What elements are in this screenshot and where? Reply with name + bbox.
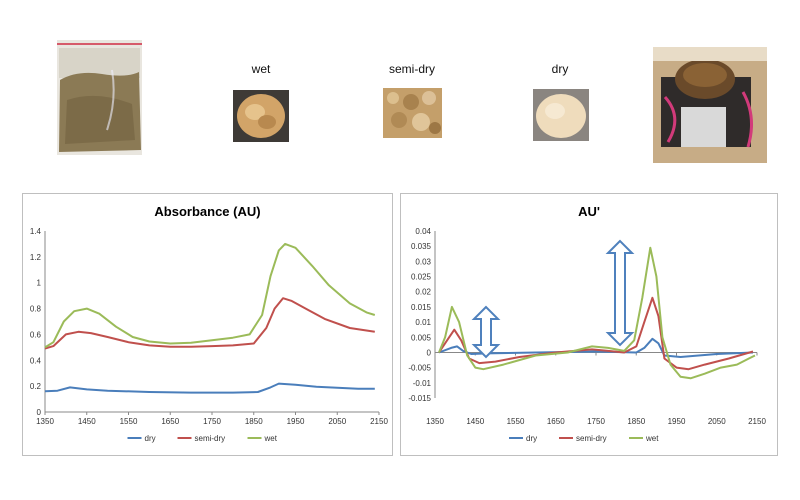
- chart-title: AU': [578, 204, 600, 219]
- y-tick-label: 0.6: [30, 330, 42, 339]
- y-tick-label: -0.015: [408, 394, 431, 403]
- x-tick-label: 1450: [466, 417, 484, 426]
- y-tick-label: 1.4: [30, 227, 42, 236]
- x-tick-label: 2150: [748, 417, 766, 426]
- y-tick-label: 0.04: [415, 227, 431, 236]
- x-tick-label: 1550: [507, 417, 525, 426]
- photo-wet-sample: [233, 90, 289, 142]
- y-tick-label: 0.8: [30, 305, 42, 314]
- y-tick-label: 0: [427, 348, 432, 357]
- x-tick-label: 2150: [370, 417, 388, 426]
- y-tick-label: 0.01: [415, 318, 431, 327]
- photo-label-dry: dry: [551, 62, 569, 76]
- y-tick-label: 0: [37, 408, 42, 417]
- y-tick-label: 1.2: [30, 253, 42, 262]
- legend-label-wet: wet: [645, 434, 659, 443]
- x-tick-label: 1750: [203, 417, 221, 426]
- series-line-wet: [44, 242, 376, 349]
- y-tick-label: 0.2: [30, 382, 42, 391]
- y-tick-label: 0.025: [411, 273, 432, 282]
- chart-panel-derivative: AU' 0.04 0.035 0.03 0.025 0.02 0.015 0.01 0.005 0…: [400, 193, 778, 456]
- x-tick-label: 1950: [668, 417, 686, 426]
- y-tick-label: -0.005: [408, 364, 431, 373]
- y-tick-label: 0.035: [411, 242, 432, 251]
- y-tick-label: 0.4: [30, 356, 42, 365]
- chart-derivative: AU' 0.04 0.035 0.03 0.025 0.02 0.015 0.01 0.005 0…: [408, 204, 766, 443]
- series-line-dry: [44, 382, 375, 394]
- x-tick-label: 2050: [708, 417, 726, 426]
- chart-panel-absorbance: Absorbance (AU) 0 0.2 0.4 0.6 0.8 1 1.2 1.4 1350 1…: [22, 193, 393, 456]
- photo-dry-sample: [533, 89, 589, 141]
- x-tick-label: 1650: [161, 417, 179, 426]
- photo-label-wet: wet: [251, 62, 271, 76]
- legend-label-semi-dry: semi-dry: [576, 434, 607, 443]
- y-tick-label: -0.01: [413, 379, 432, 388]
- y-tick-label: 0.02: [415, 288, 431, 297]
- photo-semi-dry-sample: [383, 88, 442, 138]
- x-tick-label: 1450: [78, 417, 96, 426]
- x-tick-label: 1750: [587, 417, 605, 426]
- chart-title: Absorbance (AU): [154, 204, 260, 219]
- x-tick-label: 1350: [36, 417, 54, 426]
- x-tick-label: 2050: [328, 417, 346, 426]
- photo-label-semi-dry: semi-dry: [388, 62, 435, 76]
- x-tick-label: 1550: [120, 417, 138, 426]
- x-tick-label: 1850: [245, 417, 263, 426]
- y-tick-label: 0.03: [415, 257, 431, 266]
- photo-sample-bag: [57, 40, 142, 155]
- x-tick-label: 1850: [627, 417, 645, 426]
- legend-label-semi-dry: semi-dry: [195, 434, 226, 443]
- photo-spectrometer-setup: [653, 47, 767, 163]
- series-line-wet: [438, 246, 756, 380]
- legend-label-dry: dry: [145, 434, 156, 443]
- double-arrow-annotation-small: [471, 305, 501, 359]
- double-arrow-annotation-large: [605, 239, 635, 347]
- series-line-semi-dry: [44, 297, 375, 350]
- y-tick-label: 0.015: [411, 303, 432, 312]
- legend-label-dry: dry: [526, 434, 537, 443]
- chart-absorbance: Absorbance (AU) 0 0.2 0.4 0.6 0.8 1 1.2 1.4 1350 1…: [30, 204, 389, 443]
- legend-label-wet: wet: [264, 434, 278, 443]
- y-tick-label: 1: [37, 279, 42, 288]
- x-tick-label: 1650: [547, 417, 565, 426]
- x-tick-label: 1950: [287, 417, 305, 426]
- x-tick-label: 1350: [426, 417, 444, 426]
- y-tick-label: 0.005: [411, 333, 432, 342]
